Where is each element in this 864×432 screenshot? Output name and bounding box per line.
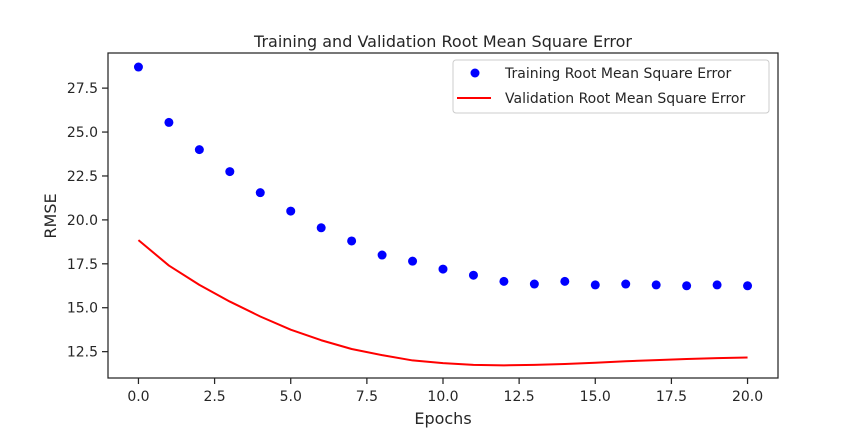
y-tick-label: 12.5 [67,345,98,361]
plot-frame [107,52,779,379]
y-tick-label: 17.5 [67,257,98,273]
training-rmse-point [164,117,174,127]
x-tick-label: 17.5 [656,389,687,405]
validation-rmse-line [137,239,748,367]
y-axis-ticks: 12.5 15.0 17.5 20.0 22.5 25.0 27.5 [67,81,108,361]
x-tick-label: 20.0 [732,389,763,405]
training-rmse-point [133,62,143,72]
y-tick-label: 27.5 [67,81,98,97]
y-tick-label: 15.0 [67,301,98,317]
training-rmse-point [682,281,692,291]
training-rmse-point [194,145,204,155]
chart-title: Training and Validation Root Mean Square… [253,32,632,51]
training-rmse-point [347,236,357,246]
x-tick-label: 2.5 [203,389,225,405]
training-rmse-point [590,280,600,290]
training-rmse-point [408,256,418,266]
x-tick-label: 12.5 [504,389,535,405]
x-tick-label: 10.0 [427,389,458,405]
x-tick-label: 0.0 [127,389,149,405]
y-axis-label: RMSE [41,193,60,238]
training-rmse-point [529,279,539,289]
training-rmse-point [651,280,661,290]
legend-training-swatch [470,68,480,78]
legend-entry-label: Validation Root Mean Square Error [505,91,745,107]
x-axis-label: Epochs [414,409,471,428]
training-rmse-point [438,264,448,274]
training-rmse-point [255,188,265,198]
plot-area [133,62,753,367]
training-rmse-point [377,250,387,260]
legend-entry-label: Training Root Mean Square Error [504,66,732,82]
y-tick-label: 20.0 [67,213,98,229]
training-rmse-point [225,167,235,177]
legend-box [452,59,770,114]
training-rmse-point [743,281,753,291]
x-tick-label: 15.0 [580,389,611,405]
y-tick-label: 22.5 [67,169,98,185]
x-axis-ticks: 0.0 2.5 5.0 7.5 10.0 12.5 15.0 17.5 20.0 [127,378,763,405]
training-rmse-point [286,206,296,216]
training-rmse-point [560,276,570,286]
training-rmse-point [499,276,509,286]
training-rmse-point [621,279,631,289]
training-rmse-point [712,280,722,290]
training-rmse-point [468,270,478,280]
y-tick-label: 25.0 [67,125,98,141]
x-tick-label: 5.0 [280,389,302,405]
x-tick-label: 7.5 [356,389,378,405]
legend: Training Root Mean Square Error Validatio… [452,59,770,114]
training-rmse-point [316,223,326,233]
